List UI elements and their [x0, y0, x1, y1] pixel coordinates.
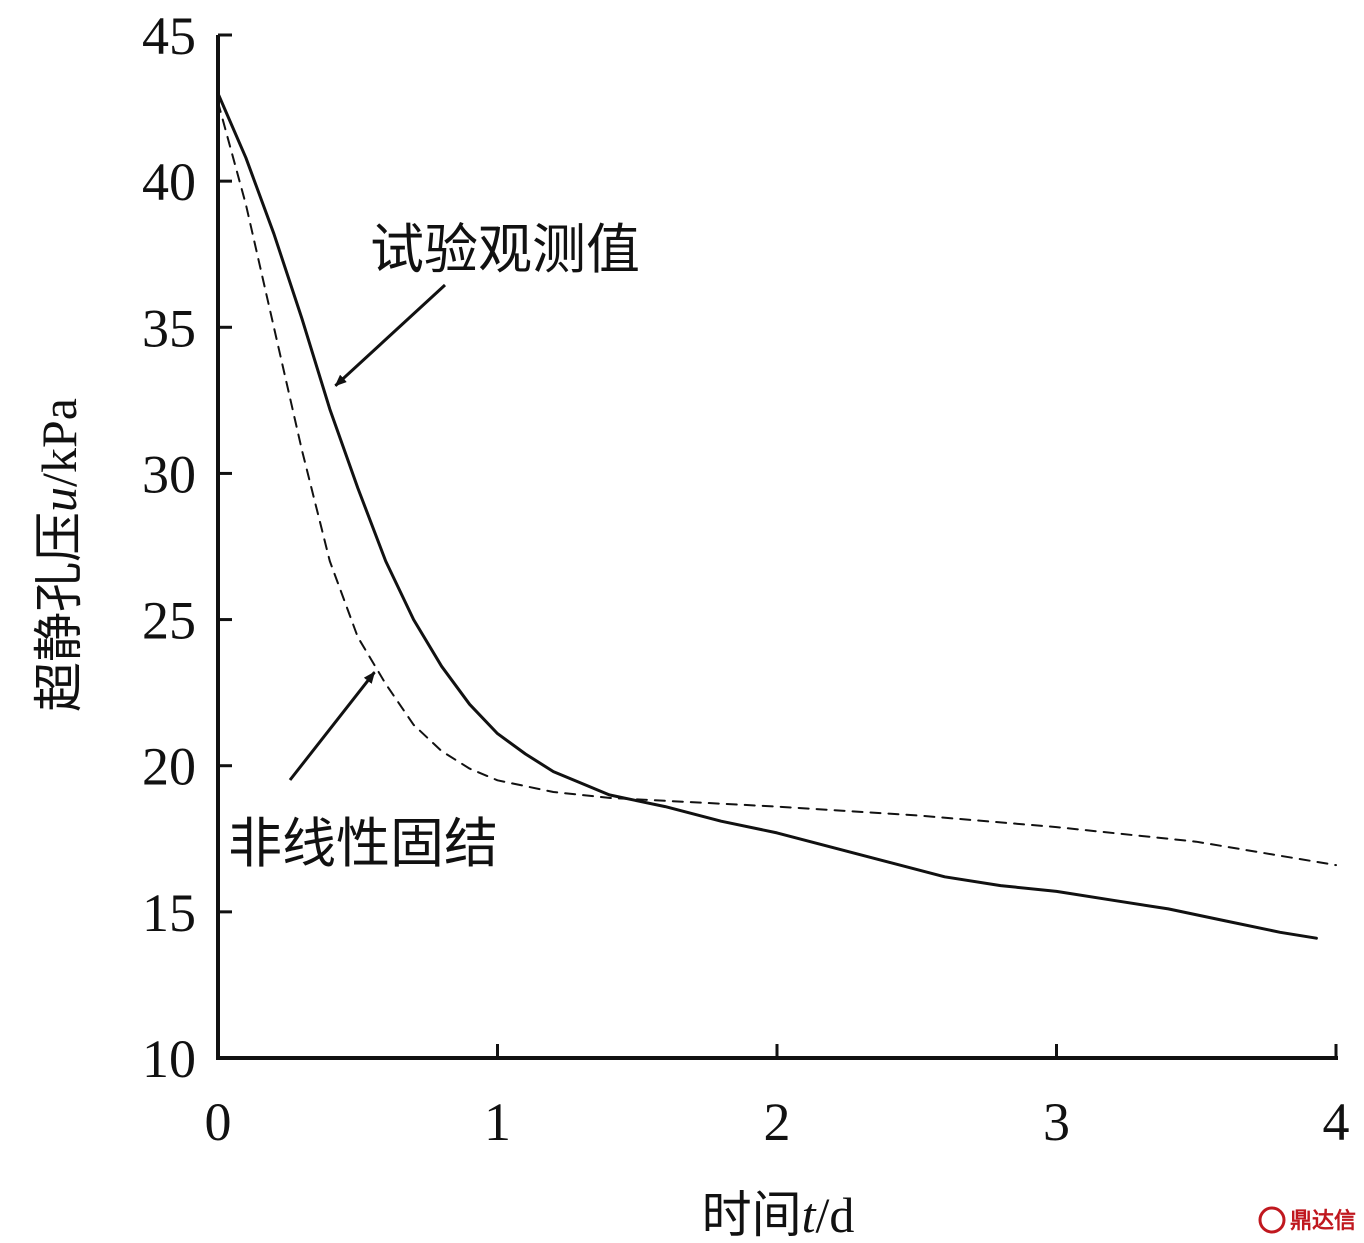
- series-line-nonlinear: [217, 101, 1337, 867]
- x-tick-label: 0: [205, 1092, 232, 1152]
- ticks: 0 1 2 3 4 10 15 20 25 30 35 40 45: [142, 6, 1350, 1152]
- y-tick-label: 40: [142, 152, 196, 212]
- axes: [216, 35, 1338, 1060]
- watermark-text: 鼎达信: [1290, 1208, 1356, 1234]
- y-tick-label: 45: [142, 6, 196, 66]
- y-tick-label: 35: [142, 298, 196, 358]
- y-tick-label: 30: [142, 444, 196, 504]
- watermark: 鼎达信: [1258, 1206, 1356, 1234]
- annotation-arrow-nonlinear: [288, 671, 376, 781]
- annotation-label-observed: 试验观测值: [370, 218, 640, 281]
- x-axis-title: 时间t/d: [702, 1186, 855, 1243]
- annotation-arrow-observed: [334, 283, 447, 387]
- y-axis-title: 超静孔压u/kPa: [30, 398, 88, 712]
- y-tick-label: 15: [142, 883, 196, 943]
- y-axis-title-unit: /kPa: [31, 398, 87, 487]
- x-tick-label: 4: [1323, 1092, 1350, 1152]
- annotations: 试验观测值 非线性固结: [228, 218, 640, 875]
- y-axis-title-prefix: 超静孔压: [30, 512, 88, 712]
- series-line-observed: [216, 92, 1318, 940]
- y-tick-label: 10: [142, 1029, 196, 1089]
- x-axis-title-unit: /d: [816, 1187, 855, 1243]
- x-axis-title-prefix: 时间: [702, 1186, 802, 1243]
- watermark-logo-icon: [1258, 1206, 1286, 1234]
- y-tick-label: 25: [142, 591, 196, 651]
- x-tick-label: 1: [484, 1092, 511, 1152]
- annotation-label-nonlinear: 非线性固结: [228, 812, 498, 875]
- y-tick-label: 20: [142, 737, 196, 797]
- x-tick-label: 3: [1043, 1092, 1070, 1152]
- x-tick-label: 2: [764, 1092, 791, 1152]
- x-axis-title-var: t: [802, 1187, 817, 1243]
- series-layer: [216, 92, 1337, 940]
- y-axis-title-var: u: [31, 487, 87, 512]
